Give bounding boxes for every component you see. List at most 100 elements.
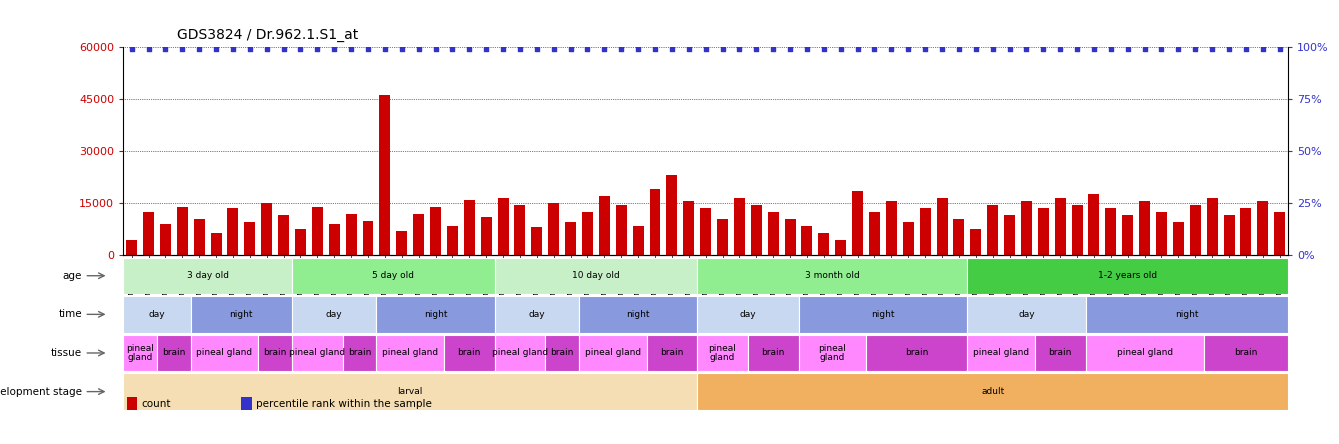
Point bbox=[830, 45, 852, 52]
Point bbox=[1218, 45, 1240, 52]
Bar bbox=[734, 198, 744, 255]
Text: day: day bbox=[529, 310, 545, 319]
Bar bbox=[920, 208, 931, 255]
Bar bbox=[866, 335, 967, 371]
Text: brain: brain bbox=[162, 349, 186, 357]
Point bbox=[932, 45, 953, 52]
Bar bbox=[258, 335, 292, 371]
Bar bbox=[396, 231, 407, 255]
Bar bbox=[228, 208, 238, 255]
Text: pineal gland: pineal gland bbox=[382, 349, 438, 357]
Text: 3 day old: 3 day old bbox=[186, 271, 229, 280]
Bar bbox=[190, 296, 292, 333]
Text: brain: brain bbox=[264, 349, 287, 357]
Bar bbox=[329, 224, 340, 255]
Bar bbox=[836, 240, 846, 255]
Bar bbox=[379, 95, 391, 255]
Bar bbox=[481, 217, 491, 255]
Bar bbox=[698, 335, 749, 371]
Text: pineal gland: pineal gland bbox=[973, 349, 1030, 357]
Text: pineal gland: pineal gland bbox=[289, 349, 345, 357]
Text: night: night bbox=[1176, 310, 1198, 319]
Point bbox=[611, 45, 632, 52]
Point bbox=[358, 45, 379, 52]
Point bbox=[864, 45, 885, 52]
Point bbox=[1066, 45, 1087, 52]
Point bbox=[981, 45, 1003, 52]
Bar bbox=[967, 335, 1035, 371]
Point bbox=[544, 45, 565, 52]
Bar bbox=[1206, 198, 1217, 255]
Point bbox=[965, 45, 987, 52]
Text: 10 day old: 10 day old bbox=[572, 271, 620, 280]
Bar bbox=[700, 208, 711, 255]
Text: GDS3824 / Dr.962.1.S1_at: GDS3824 / Dr.962.1.S1_at bbox=[177, 28, 358, 42]
Point bbox=[762, 45, 783, 52]
Bar bbox=[190, 335, 258, 371]
Point bbox=[915, 45, 936, 52]
Bar bbox=[343, 335, 376, 371]
Bar bbox=[647, 335, 698, 371]
Bar bbox=[1004, 215, 1015, 255]
Bar bbox=[312, 206, 323, 255]
Point bbox=[661, 45, 683, 52]
Bar bbox=[295, 229, 305, 255]
Bar bbox=[159, 224, 171, 255]
Text: day: day bbox=[1018, 310, 1035, 319]
Point bbox=[256, 45, 277, 52]
Point bbox=[138, 45, 159, 52]
Bar bbox=[1089, 194, 1099, 255]
Bar bbox=[967, 296, 1086, 333]
Bar bbox=[1035, 335, 1086, 371]
Bar bbox=[279, 215, 289, 255]
Bar bbox=[292, 296, 376, 333]
Bar bbox=[414, 214, 424, 255]
Point bbox=[240, 45, 261, 52]
Point bbox=[442, 45, 463, 52]
Point bbox=[644, 45, 665, 52]
Point bbox=[391, 45, 412, 52]
Bar bbox=[785, 219, 795, 255]
Bar bbox=[376, 296, 494, 333]
Text: night: night bbox=[423, 310, 447, 319]
Text: pineal
gland: pineal gland bbox=[818, 344, 846, 362]
Bar bbox=[363, 221, 374, 255]
Text: 5 day old: 5 day old bbox=[372, 271, 414, 280]
Text: brain: brain bbox=[550, 349, 574, 357]
Bar bbox=[241, 397, 252, 410]
Point bbox=[1016, 45, 1038, 52]
Bar bbox=[532, 227, 542, 255]
Point bbox=[205, 45, 226, 52]
Point bbox=[797, 45, 818, 52]
Text: count: count bbox=[142, 399, 171, 409]
Point bbox=[712, 45, 734, 52]
Bar bbox=[514, 205, 525, 255]
Point bbox=[458, 45, 479, 52]
Text: pineal gland: pineal gland bbox=[1117, 349, 1173, 357]
Bar bbox=[751, 205, 762, 255]
Point bbox=[999, 45, 1020, 52]
Bar bbox=[494, 258, 698, 294]
Point bbox=[155, 45, 177, 52]
Text: brain: brain bbox=[348, 349, 371, 357]
Bar bbox=[548, 203, 560, 255]
Bar bbox=[1139, 202, 1150, 255]
Bar bbox=[261, 203, 272, 255]
Text: brain: brain bbox=[660, 349, 684, 357]
Bar bbox=[210, 233, 221, 255]
Text: night: night bbox=[627, 310, 649, 319]
Point bbox=[779, 45, 801, 52]
Bar bbox=[749, 335, 798, 371]
Text: night: night bbox=[872, 310, 894, 319]
Text: age: age bbox=[63, 271, 82, 281]
Bar bbox=[1020, 202, 1032, 255]
Bar bbox=[127, 397, 138, 410]
Bar bbox=[1038, 208, 1048, 255]
Bar bbox=[718, 219, 728, 255]
Bar bbox=[582, 212, 593, 255]
Point bbox=[1101, 45, 1122, 52]
Bar bbox=[1055, 198, 1066, 255]
Text: pineal gland: pineal gland bbox=[197, 349, 253, 357]
Bar bbox=[123, 296, 190, 333]
Bar bbox=[616, 205, 627, 255]
